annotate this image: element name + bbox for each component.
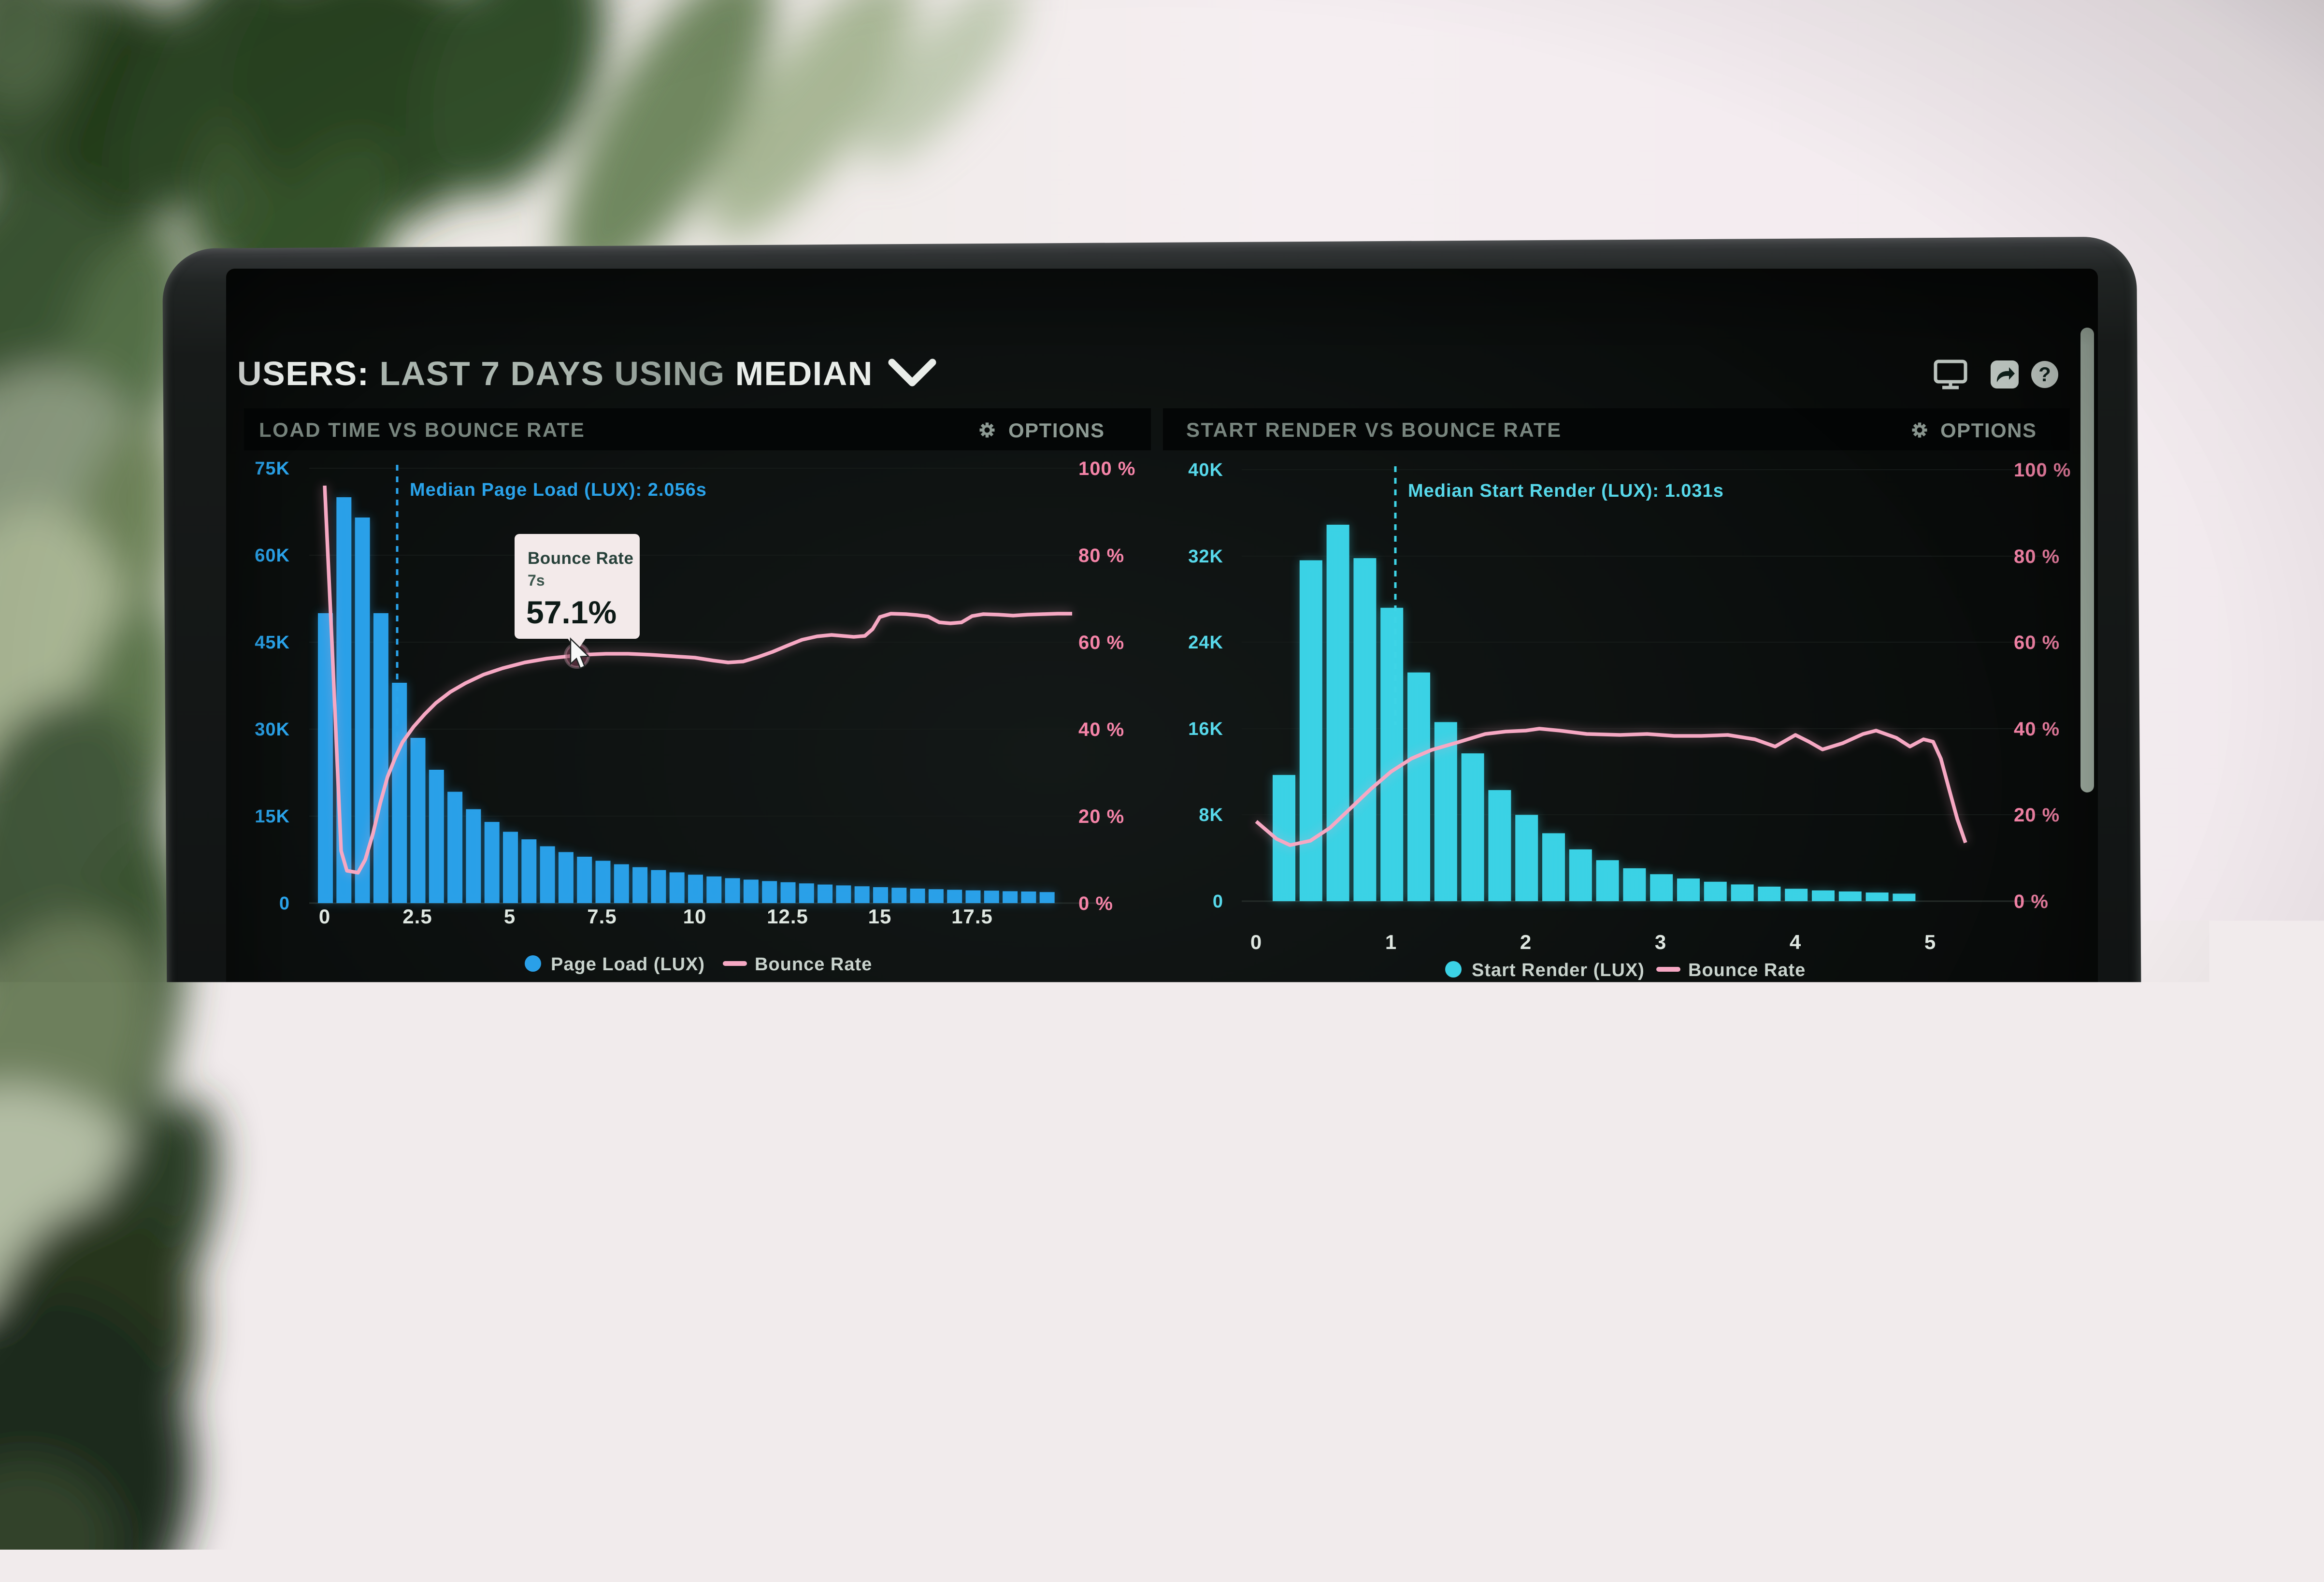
svg-text:24K: 24K [1188,633,1223,653]
svg-text:32 min: 32 min [1992,1267,2056,1289]
svg-text:7s: 7s [528,572,545,589]
svg-text:60 %: 60 % [2014,632,2060,653]
svg-text:80 %: 80 % [2014,546,2060,567]
svg-text:10: 10 [683,905,707,928]
svg-text:40 min: 40 min [1992,1181,2056,1203]
svg-text:4: 4 [2049,1397,2060,1418]
svg-text:1s: 1s [281,1176,301,1196]
svg-text:1.6 pvs: 1.6 pvs [1191,1437,1256,1457]
svg-text:5: 5 [504,905,516,928]
svg-text:17.5: 17.5 [951,905,993,928]
svg-text:Page Load (LUX): Page Load (LUX) [551,954,705,975]
svg-text:45K: 45K [255,633,290,653]
svg-text:3: 3 [1655,931,1666,953]
svg-text:300K: 300K [1006,1348,1054,1369]
svg-text:40 %: 40 % [2014,719,2060,740]
svg-text:40K: 40K [1935,1438,1971,1459]
svg-text:0.4s: 0.4s [267,1433,301,1453]
svg-text:0: 0 [1213,892,1223,912]
svg-text:75K: 75K [255,459,290,479]
svg-text:80%: 80% [1069,1265,1109,1286]
svg-text:60%: 60% [1069,1348,1109,1369]
svg-text:500K: 500K [1006,1178,1054,1199]
svg-text:0 %: 0 % [2014,891,2049,912]
svg-text:40%: 40% [1069,1433,1109,1454]
svg-text:8K: 8K [1199,805,1223,825]
svg-text:57.1%: 57.1% [526,594,617,630]
svg-text:16K: 16K [1188,719,1223,739]
svg-text:3.2 pvs: 3.2 pvs [1191,1268,1256,1289]
svg-text:100 %: 100 % [2014,460,2071,481]
svg-text:2: 2 [1520,931,1532,953]
svg-text:4: 4 [1790,931,1801,953]
svg-text:0: 0 [279,893,290,914]
svg-text:7.5: 7.5 [587,905,617,928]
svg-text:15K: 15K [255,806,290,827]
svg-text:2.4 pvs: 2.4 pvs [1191,1352,1256,1373]
svg-text:0: 0 [319,905,330,928]
svg-text:0 %: 0 % [1078,893,1113,914]
svg-text:Bounce Rate: Bounce Rate [528,549,633,568]
svg-text:2.5: 2.5 [402,905,432,928]
svg-text:400K: 400K [1006,1265,1054,1286]
svg-text:30K: 30K [255,719,290,740]
svg-text:24 min: 24 min [1992,1352,2056,1373]
svg-text:Median Page Load (LUX): 2.056s: Median Page Load (LUX): 2.056s [410,480,707,500]
svg-text:Bounce Rate: Bounce Rate [755,954,872,975]
svg-text:40K: 40K [1188,460,1223,480]
svg-text:Start Render (LUX): Start Render (LUX) [1472,960,1645,980]
svg-text:12.5: 12.5 [767,905,808,928]
svg-text:20 %: 20 % [1078,806,1124,827]
svg-text:Median Start Render (LUX): 1.0: Median Start Render (LUX): 1.031s [1408,481,1724,501]
svg-text:0.6s: 0.6s [267,1348,301,1367]
svg-text:60K: 60K [1935,1352,1971,1373]
svg-text:60 %: 60 % [1078,632,1124,653]
svg-text:60K: 60K [255,546,290,566]
svg-text:4 pvs: 4 pvs [1207,1181,1256,1201]
svg-text:200K: 200K [1006,1433,1054,1454]
svg-text:0: 0 [1250,931,1262,953]
svg-text:80 %: 80 % [1078,545,1124,566]
svg-text:100%: 100% [1069,1178,1120,1199]
svg-text:Bounce Rate: Bounce Rate [1688,960,1806,980]
svg-text:100K: 100K [1923,1181,1971,1203]
svg-text:1: 1 [1385,931,1397,953]
svg-text:20 %: 20 % [2014,805,2060,826]
svg-text:32K: 32K [1188,547,1223,567]
svg-text:0.8s: 0.8s [267,1262,301,1282]
svg-text:80K: 80K [1935,1267,1971,1289]
svg-text:40 %: 40 % [1078,719,1124,740]
svg-text:5: 5 [1924,931,1936,953]
svg-text:?: ? [2038,363,2051,386]
svg-text:100 %: 100 % [1078,458,1135,479]
svg-text:15: 15 [868,905,892,928]
